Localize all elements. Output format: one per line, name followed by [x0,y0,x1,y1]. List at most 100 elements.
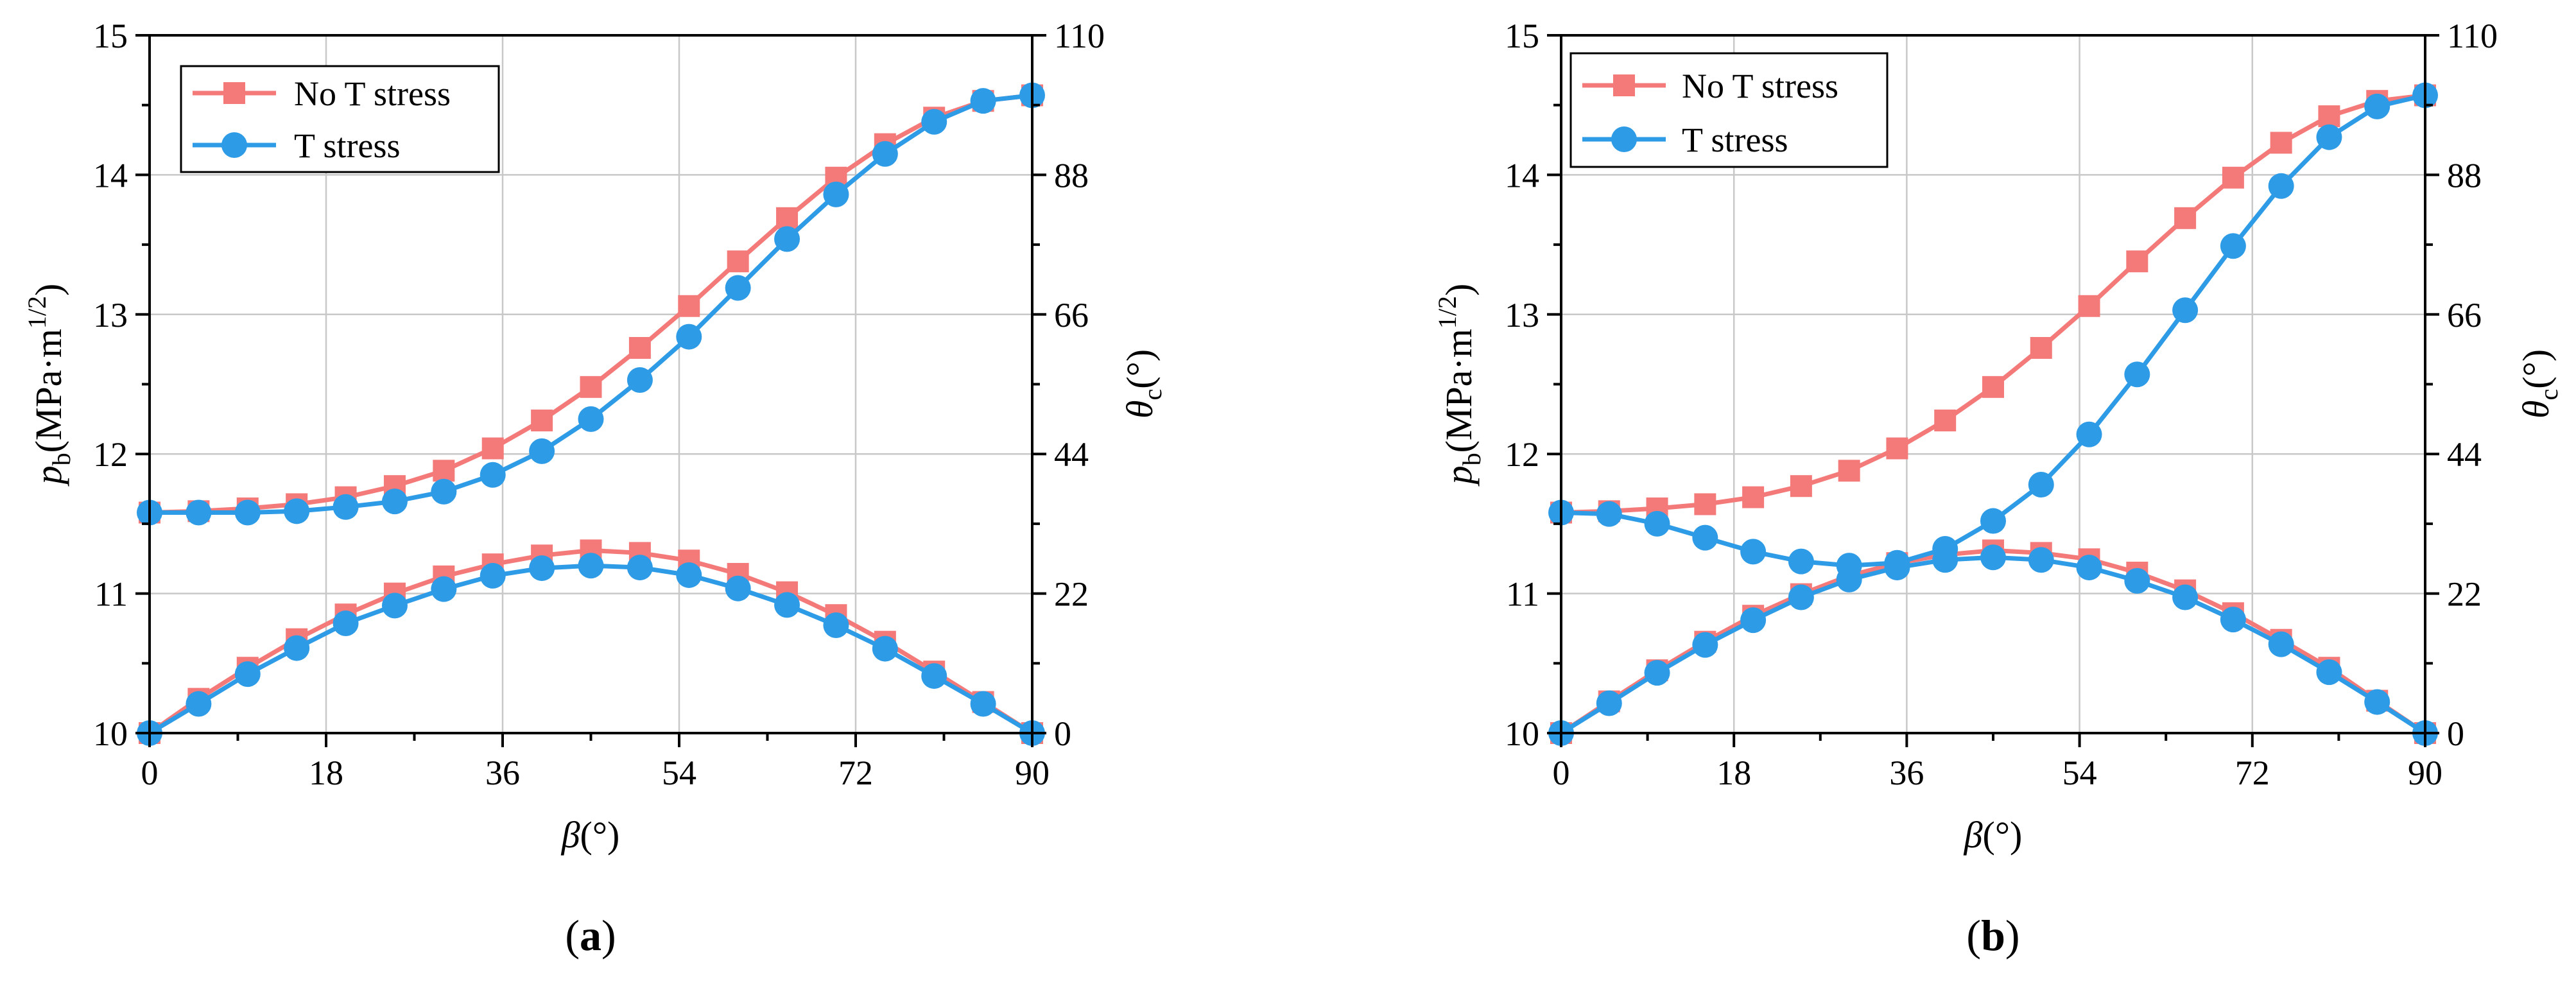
legend-marker-circle [221,132,247,158]
data-point-t-stress-right [823,612,849,639]
data-point-t-stress-right [284,635,310,661]
data-point-no-t-stress-left [2030,336,2052,359]
data-point-no-t-stress-left [531,410,553,432]
data-point-no-t-stress-left [580,376,602,398]
data-point-t-stress-left [627,367,653,393]
data-point-no-t-stress-left [1886,437,1908,460]
data-point-t-stress-right [676,562,702,588]
panel-label-open: ( [565,911,580,960]
data-point-t-stress-right [774,592,800,618]
left-y-axis-superscript: 1/2 [22,296,51,329]
data-point-t-stress-right [529,555,555,582]
data-point-no-t-stress-left [1982,376,2004,398]
data-point-t-stress-left [234,499,261,526]
axis-ticks [1547,34,2439,747]
panel-label-a: (a) [565,911,616,960]
left-y-axis-symbol: p [28,465,69,487]
data-point-t-stress-right [381,592,408,619]
data-point-t-stress-left [284,498,310,524]
data-point-no-t-stress-left [1694,493,1716,515]
data-point-t-stress-left [381,489,408,515]
data-point-t-stress-left [1980,508,2006,534]
right-y-tick-label: 22 [2447,575,2482,614]
data-point-t-stress-left [2028,472,2054,498]
axis-ticks [135,34,1046,747]
left-y-axis-close-paren: ) [1438,284,1480,296]
data-point-t-stress-left [2076,421,2102,447]
data-point-no-t-stress-left [2078,295,2100,317]
x-tick-label: 72 [2235,754,2270,792]
right-y-tick-label: 66 [1054,296,1089,334]
right-y-tick-label: 110 [1054,17,1105,55]
grid [150,35,1032,733]
x-axis-unit: (°) [580,814,620,856]
left-y-axis-unit: (MPa·m [28,329,69,453]
data-point-t-stress-right [2172,584,2199,610]
x-axis-title: β(°) [561,814,620,856]
left-y-axis-subscript: b [47,453,76,465]
legend-label-no-t-stress: No T stress [294,74,451,113]
data-point-t-stress-right [921,663,947,689]
right-y-axis-title: θc(°) [2515,349,2563,419]
series-line-t-stress-right [1560,555,2426,735]
data-point-t-stress-right [2124,567,2150,594]
data-point-no-t-stress-left [433,460,455,482]
data-point-t-stress-left [2364,93,2390,119]
x-axis-unit: (°) [1983,814,2023,856]
data-point-no-t-stress-left [2126,250,2148,273]
left-y-tick-label: 14 [93,156,128,195]
left-y-tick-label: 11 [94,575,128,614]
plot-marks [1548,82,2438,746]
data-point-no-t-stress-left [776,207,799,229]
plot-marks [137,82,1045,746]
x-tick-label: 0 [1553,754,1570,792]
data-point-t-stress-right [480,562,506,589]
legend: No T stress T stress [180,65,500,173]
right-y-tick-label: 66 [2447,296,2482,334]
data-point-t-stress-right [2028,547,2054,573]
data-point-t-stress-right [1644,660,1670,686]
left-y-tick-label: 10 [93,714,128,753]
data-point-t-stress-left [725,275,751,301]
data-point-t-stress-right [627,555,653,581]
right-y-axis-unit: (°) [2515,349,2557,389]
legend-label-no-t-stress: No T stress [1682,67,1838,105]
data-point-t-stress-right [1692,632,1718,658]
data-point-t-stress-right [578,553,604,579]
legend-marker-circle [1611,126,1637,152]
left-y-tick-label: 15 [93,17,128,55]
data-point-no-t-stress-left [1790,475,1812,497]
data-point-t-stress-left [2220,233,2246,259]
data-point-no-t-stress-left [678,295,700,317]
data-point-t-stress-left [2124,361,2150,388]
data-point-t-stress-left [186,499,212,526]
data-point-t-stress-left [1884,549,1910,576]
right-y-axis-unit: (°) [1119,349,1161,389]
data-point-t-stress-left [2268,173,2294,199]
data-point-t-stress-right [1596,690,1622,716]
left-y-tick-label: 12 [93,435,128,474]
data-point-no-t-stress-left [2270,132,2292,154]
panel-label-letter: b [1981,911,2005,960]
left-y-tick-label: 15 [1505,17,1539,55]
panel-label-open: ( [1966,911,1981,960]
tick-labels: 0 18 36 54 72 90 10 11 12 13 14 15 0 22 44 66 88 110 [93,17,1105,792]
x-axis-symbol: β [1964,814,1983,856]
left-y-tick-label: 14 [1505,156,1539,195]
data-point-t-stress-right [725,575,751,601]
data-point-t-stress-left [1644,510,1670,537]
data-point-t-stress-right [234,661,261,688]
data-point-t-stress-left [1788,548,1814,575]
right-y-tick-label: 44 [1054,435,1089,474]
data-point-t-stress-right [872,636,898,662]
data-point-t-stress-left [578,406,604,432]
data-point-t-stress-right [186,691,212,717]
data-point-t-stress-left [1692,524,1718,551]
right-y-tick-label: 22 [1054,575,1089,614]
data-point-t-stress-left [921,108,947,135]
data-point-no-t-stress-left [2318,105,2340,128]
left-y-tick-label: 11 [1506,575,1539,614]
right-y-axis-symbol: θ [2515,401,2557,419]
